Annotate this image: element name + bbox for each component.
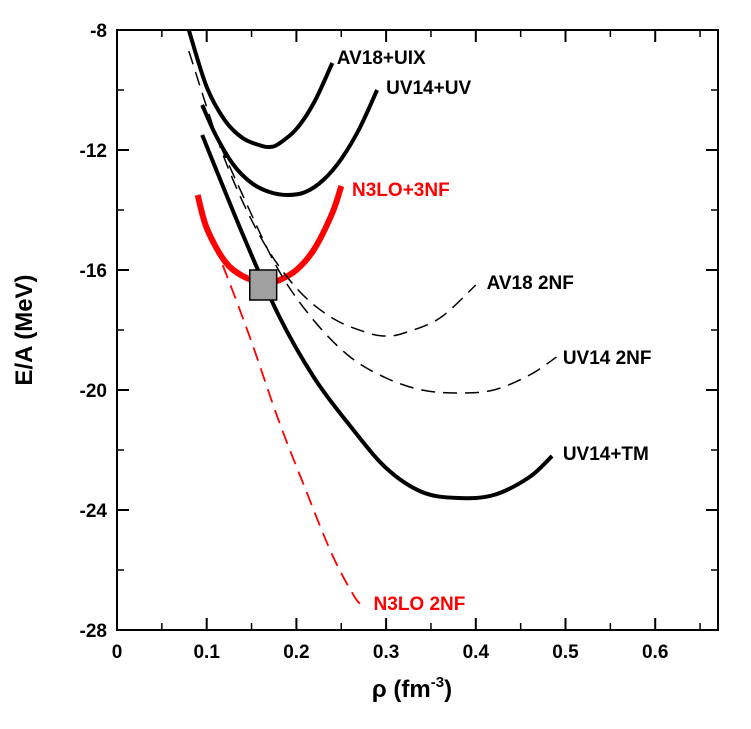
- series-label-av18-uix: AV18+UIX: [337, 48, 426, 69]
- y-tick-label: -16: [80, 261, 107, 282]
- y-tick-label: -24: [80, 501, 108, 522]
- x-axis-title: ρ (fm-3): [372, 674, 452, 703]
- series-label-av18-2nf: AV18 2NF: [487, 273, 574, 294]
- y-tick-label: -12: [80, 141, 107, 162]
- series-n3lo-3nf-line: [194, 185, 345, 286]
- series-av18-2nf-line: [188, 50, 477, 337]
- y-tick-label: -28: [80, 621, 107, 642]
- series-label-uv14-tm: UV14+TM: [563, 444, 649, 465]
- x-tick-label: 0: [112, 642, 123, 663]
- x-tick-label: 0.4: [463, 642, 490, 663]
- series-label-n3lo-3nf: N3LO+3NF: [352, 180, 450, 201]
- x-axis-title-close: ): [444, 676, 452, 703]
- x-axis-title-sup: -3: [431, 674, 444, 691]
- y-axis-title: E/A (MeV): [11, 274, 38, 385]
- y-tick-label: -8: [90, 21, 107, 42]
- x-tick-label: 0.6: [642, 642, 668, 663]
- x-tick-label: 0.1: [193, 642, 220, 663]
- x-axis-title-main: ρ (fm: [372, 676, 431, 703]
- series-uv14-uv-line: [200, 89, 379, 197]
- series-label-n3lo-2nf: N3LO 2NF: [374, 594, 466, 615]
- x-tick-label: 0.3: [373, 642, 399, 663]
- series-n3lo-2nf-line: [196, 203, 365, 607]
- series-av18-uix-line: [186, 29, 335, 150]
- y-tick-label: -20: [80, 381, 107, 402]
- series-label-uv14-2nf: UV14 2NF: [563, 348, 652, 369]
- axis-ticks: 0 0.1 0.2 0.3 0.4 0.5 0.6 -28 -24 -20 -16 -12 -8: [80, 21, 718, 663]
- series-label-uv14-uv: UV14+UV: [386, 78, 471, 99]
- x-tick-label: 0.2: [283, 642, 309, 663]
- series-uv14-tm-line: [200, 134, 554, 501]
- x-tick-label: 0.5: [552, 642, 579, 663]
- series-layer: [186, 29, 557, 607]
- series-labels: AV18+UIX UV14+UV N3LO+3NF AV18 2NF UV14 2NF U…: [337, 48, 652, 615]
- empirical-box-layer: [249, 269, 278, 301]
- series-uv14-2nf-line: [201, 104, 557, 394]
- empirical-saturation-box: [249, 269, 278, 301]
